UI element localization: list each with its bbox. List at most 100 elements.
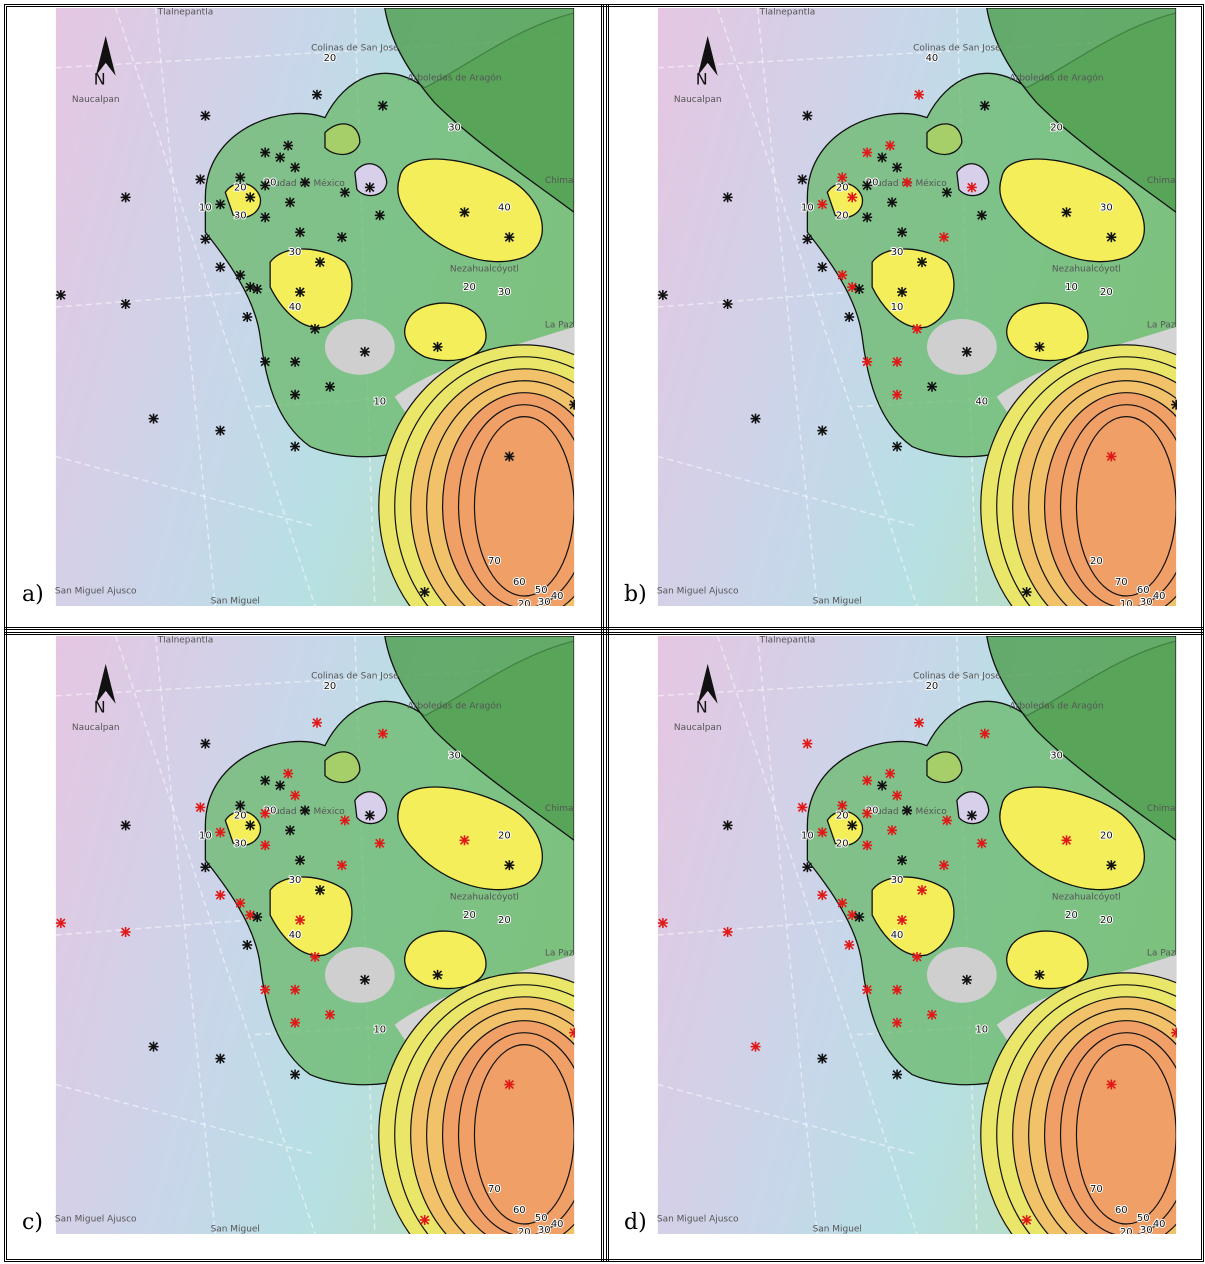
station-marker <box>290 357 300 367</box>
station-marker <box>942 815 952 825</box>
station-marker <box>290 985 300 995</box>
place-name: San Miguel <box>813 597 862 606</box>
contour-label: 30 <box>538 1225 551 1234</box>
station-marker <box>283 141 293 151</box>
station-marker <box>215 1054 225 1064</box>
station-marker <box>939 232 949 242</box>
station-marker <box>980 101 990 111</box>
station-marker <box>877 781 887 791</box>
station-marker <box>365 182 375 192</box>
contour-region <box>1007 931 1088 988</box>
contour-label: 10 <box>801 202 814 213</box>
station-marker <box>360 975 370 985</box>
station-marker <box>235 800 245 810</box>
panel: b)NTlalnepantlaNaucalpanColinas de San J… <box>610 8 1200 624</box>
station-marker <box>312 718 322 728</box>
station-marker <box>242 940 252 950</box>
contour-region <box>405 303 486 360</box>
station-marker <box>967 182 977 192</box>
station-marker <box>235 270 245 280</box>
station-marker <box>149 1042 159 1052</box>
contour-label: 20 <box>1090 556 1103 567</box>
station-marker <box>260 180 270 190</box>
contour-label: 20 <box>234 810 247 821</box>
place-name: Nezahualcóyotl <box>1052 892 1121 903</box>
contour-label: 20 <box>463 282 476 293</box>
contour-label: 30 <box>1050 751 1063 762</box>
station-marker <box>312 90 322 100</box>
station-marker <box>375 838 385 848</box>
station-marker <box>942 187 952 197</box>
place-name: La Paz <box>1147 948 1176 958</box>
contour-ring <box>1076 1045 1176 1224</box>
contour-label: 20 <box>1120 1227 1133 1234</box>
contour-label: 60 <box>513 577 526 588</box>
station-marker <box>420 587 430 597</box>
station-marker <box>927 1010 937 1020</box>
panel-label: c) <box>22 1210 43 1235</box>
station-marker <box>862 776 872 786</box>
station-marker <box>337 860 347 870</box>
station-marker <box>1106 1080 1116 1090</box>
station-marker <box>378 729 388 739</box>
station-marker <box>980 729 990 739</box>
north-label: N <box>696 69 708 88</box>
contour-region <box>927 124 962 155</box>
north-label: N <box>94 69 106 88</box>
station-marker <box>290 1018 300 1028</box>
station-marker <box>977 838 987 848</box>
station-marker <box>854 284 864 294</box>
station-marker <box>215 199 225 209</box>
station-marker <box>1022 587 1032 597</box>
place-name: La Paz <box>545 948 574 958</box>
station-marker <box>252 284 262 294</box>
station-marker <box>260 840 270 850</box>
contour-label: 20 <box>324 681 337 692</box>
station-marker <box>902 805 912 815</box>
station-marker <box>902 177 912 187</box>
contour-label: 30 <box>234 210 247 221</box>
station-marker <box>802 234 812 244</box>
contour-label: 20 <box>498 830 511 841</box>
contour-label: 30 <box>1100 202 1113 213</box>
clip-edge <box>1176 8 1177 606</box>
station-marker <box>420 1215 430 1225</box>
contour-label: 40 <box>551 1219 564 1230</box>
station-marker <box>723 299 733 309</box>
contour-label: 40 <box>498 202 511 213</box>
station-marker <box>917 885 927 895</box>
contour-label: 60 <box>513 1205 526 1216</box>
place-name: San Miguel Ajusco <box>55 1215 137 1225</box>
station-marker <box>802 111 812 121</box>
contour-region <box>927 752 962 783</box>
gray-area <box>325 947 395 1003</box>
station-marker <box>245 192 255 202</box>
place-name: Nezahualcóyotl <box>450 892 519 903</box>
contour-label: 20 <box>463 910 476 921</box>
place-name: Chima <box>1147 176 1176 186</box>
station-marker <box>1022 1215 1032 1225</box>
station-marker <box>325 382 335 392</box>
station-marker <box>802 862 812 872</box>
station-marker <box>215 426 225 436</box>
station-marker <box>260 776 270 786</box>
station-marker <box>892 1018 902 1028</box>
contour-ring <box>474 1045 574 1224</box>
station-marker <box>260 985 270 995</box>
station-marker <box>862 180 872 190</box>
contour-label: 10 <box>975 1025 988 1036</box>
station-marker <box>195 802 205 812</box>
place-name: Colinas de San José <box>913 42 1001 53</box>
station-marker <box>290 1070 300 1080</box>
panel-label: b) <box>624 582 647 607</box>
station-marker <box>300 805 310 815</box>
station-marker <box>504 232 514 242</box>
station-marker <box>658 290 668 300</box>
station-marker <box>121 820 131 830</box>
station-marker <box>797 174 807 184</box>
station-marker <box>283 769 293 779</box>
station-marker <box>892 390 902 400</box>
station-marker <box>504 860 514 870</box>
station-marker <box>56 918 66 928</box>
contour-label: 30 <box>448 751 461 762</box>
